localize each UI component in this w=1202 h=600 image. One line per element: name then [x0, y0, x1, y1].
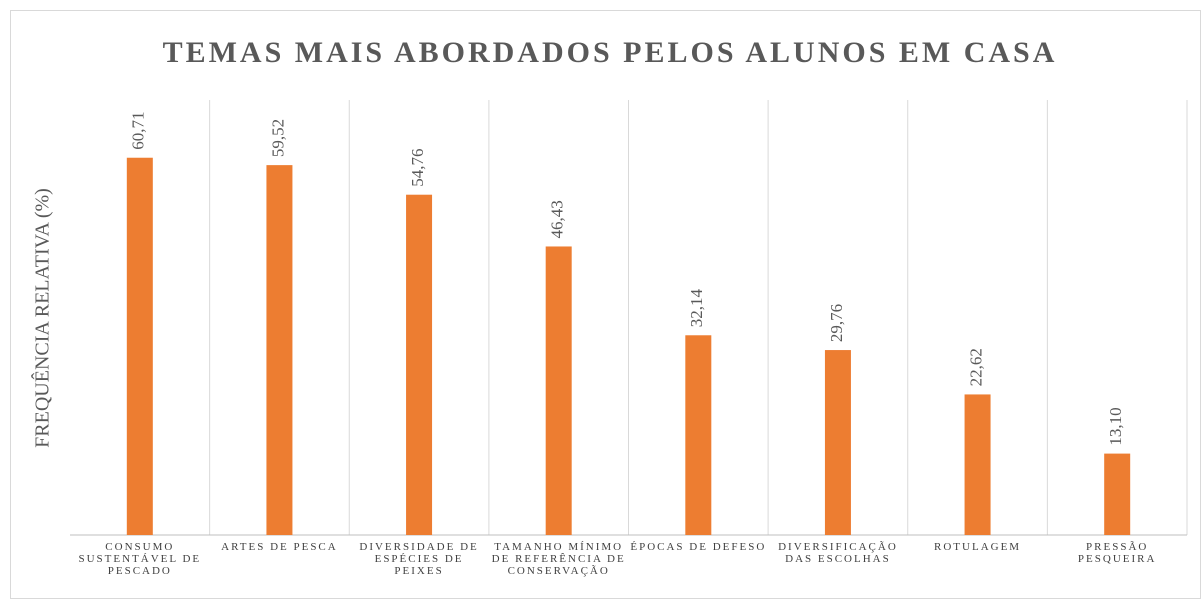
- x-tick-label: ARTES DE PESCA: [221, 541, 338, 553]
- chart-title: TEMAS MAIS ABORDADOS PELOS ALUNOS EM CAS…: [163, 36, 1058, 69]
- data-label: 29,76: [827, 304, 846, 342]
- bar: [1104, 453, 1131, 535]
- data-label: 13,10: [1106, 407, 1125, 445]
- bar: [266, 165, 293, 535]
- data-label: 59,52: [268, 119, 287, 157]
- x-tick-label: ROTULAGEM: [934, 541, 1022, 553]
- bar: [126, 157, 153, 535]
- x-tick-label: ÉPOCAS DE DEFESO: [630, 541, 767, 553]
- x-tick-label: DIVERSIFICAÇÃO DAS ESCOLHAS: [778, 541, 898, 565]
- data-label: 54,76: [408, 148, 427, 186]
- data-label: 46,43: [548, 200, 567, 238]
- x-tick-label: PRESSÃO PESQUEIRA: [1077, 541, 1157, 565]
- x-tick-label: DIVERSIDADE DE ESPÉCIES DE PEIXES: [359, 541, 479, 577]
- data-label: 60,71: [129, 111, 148, 149]
- x-tick-label: CONSUMO SUSTENTÁVEL DE PESCADO: [78, 541, 202, 577]
- bar: [685, 335, 712, 535]
- data-label: 22,62: [966, 348, 985, 386]
- y-axis-label: FREQUÊNCIA RELATIVA (%): [31, 188, 54, 448]
- bar: [545, 246, 572, 536]
- chart-border: [10, 10, 1201, 599]
- bar: [964, 394, 991, 535]
- bar: [406, 194, 433, 535]
- bar: [824, 350, 851, 535]
- x-tick-label: TAMANHO MÍNIMO DE REFERÊNCIA DE CONSERVA…: [491, 541, 626, 577]
- data-label: 32,14: [687, 289, 706, 328]
